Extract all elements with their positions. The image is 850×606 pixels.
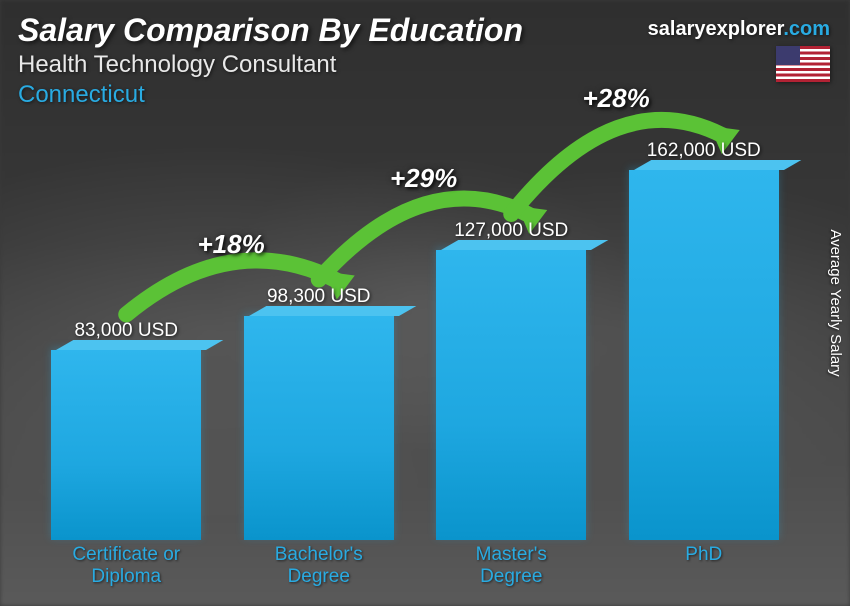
flag-us-icon: [776, 46, 830, 82]
brand-logo-text: salaryexplorer.com: [648, 18, 830, 41]
bar-value-label: 127,000 USD: [454, 220, 568, 242]
bar-category-label: PhD: [608, 540, 801, 588]
content-layer: Salary Comparison By Education Health Te…: [0, 0, 850, 606]
increase-pct-label: +28%: [583, 83, 650, 114]
increase-pct-label: +29%: [390, 163, 457, 194]
bar: [436, 250, 586, 540]
title-block: Salary Comparison By Education Health Te…: [18, 12, 523, 109]
bar-category-label: Bachelor'sDegree: [223, 540, 416, 588]
brand-name: salaryexplorer: [648, 18, 784, 40]
bar: [51, 350, 201, 540]
bar-value-label: 98,300 USD: [267, 286, 371, 308]
chart-area: 83,000 USD 98,300 USD 127,000 USD 162,000 U…: [30, 130, 800, 588]
bar: [244, 316, 394, 541]
bar-category-label: Certificate orDiploma: [30, 540, 223, 588]
chart-subtitle: Health Technology Consultant: [18, 51, 523, 79]
bar-value-label: 162,000 USD: [647, 140, 761, 162]
labels-row: Certificate orDiplomaBachelor'sDegreeMas…: [30, 540, 800, 588]
bar-category-label: Master'sDegree: [415, 540, 608, 588]
increase-pct-label: +18%: [198, 229, 265, 260]
bar: [629, 170, 779, 540]
chart-location: Connecticut: [18, 81, 523, 109]
bar-slot: 162,000 USD: [608, 130, 801, 540]
y-axis-label: Average Yearly Salary: [827, 229, 844, 376]
chart-title: Salary Comparison By Education: [18, 12, 523, 49]
brand-tld: .com: [783, 18, 830, 40]
bar-slot: 98,300 USD: [223, 130, 416, 540]
bar-slot: 83,000 USD: [30, 130, 223, 540]
